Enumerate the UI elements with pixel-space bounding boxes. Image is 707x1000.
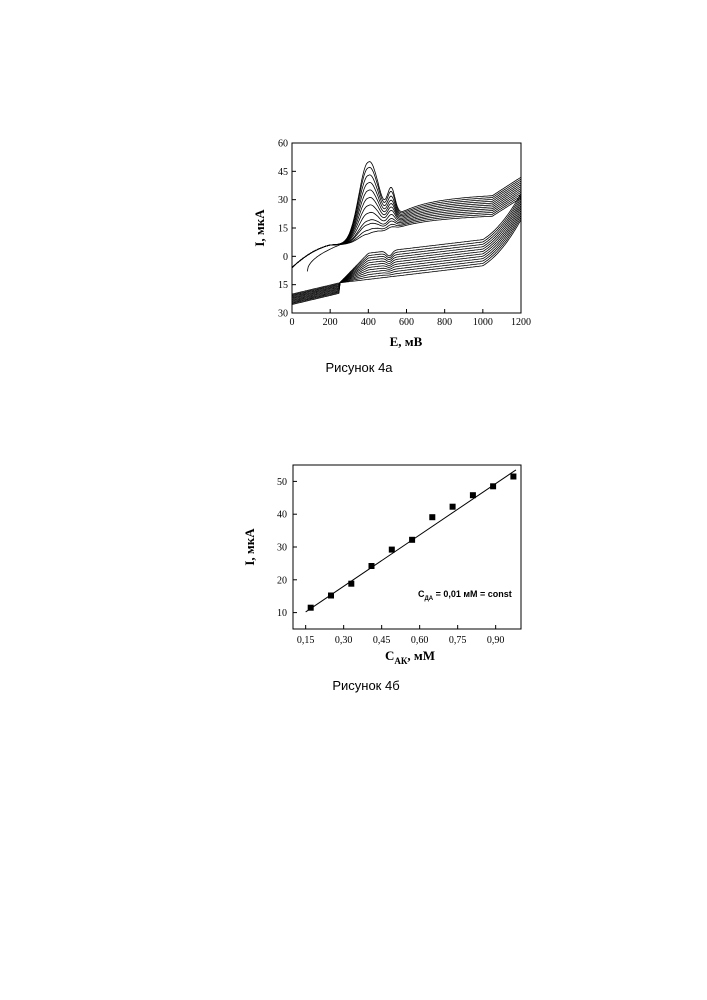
- data-point: [470, 492, 476, 498]
- chart-a-xlabel: E, мВ: [390, 334, 423, 349]
- chart-a-ticks: 0 200 400 600 800 1000 1200 60 45 30 15 0 15 30: [278, 139, 531, 329]
- chart-a-caption: Рисунок 4а: [325, 360, 393, 375]
- data-point: [308, 605, 314, 611]
- chart-b-ticks: 0,15 0,30 0,45 0,60 0,75 0,90 10 20 30 40 50: [277, 477, 504, 646]
- chart-a-ylabel: I, мкА: [252, 209, 267, 247]
- chart-a-xtick-label: 800: [437, 317, 452, 328]
- xlabel-sub: АК: [394, 656, 407, 666]
- chart-a-xtick-label: 200: [323, 317, 338, 328]
- chart-b-xtick-label: 0,60: [411, 635, 429, 646]
- chart-a-xtick-label: 1200: [511, 317, 531, 328]
- data-point: [490, 483, 496, 489]
- chart-a-ytick-label: 15: [278, 280, 288, 291]
- cv-curve: [292, 185, 521, 301]
- chart-b-xlabel: CАК, мМ: [385, 648, 435, 666]
- chart-b-xtick-label: 0,90: [487, 635, 505, 646]
- data-point: [450, 504, 456, 510]
- chart-b-ylabel: I, мкА: [242, 528, 257, 566]
- chart-b-xtick-label: 0,75: [449, 635, 467, 646]
- chart-b-xtick-label: 0,15: [297, 635, 315, 646]
- chart-b-ytick-label: 30: [277, 543, 287, 554]
- cv-curve: [292, 167, 521, 303]
- xlabel-suffix: , мМ: [407, 648, 435, 663]
- data-point: [510, 474, 516, 480]
- data-point: [348, 581, 354, 587]
- data-point: [328, 593, 334, 599]
- data-point: [369, 563, 375, 569]
- chart-b-ytick-label: 20: [277, 575, 287, 586]
- annotation-suffix: = 0,01 мМ = const: [433, 589, 512, 599]
- cv-curves: [292, 162, 521, 305]
- chart-b: 0,15 0,30 0,45 0,60 0,75 0,90 10 20 30 40 50 CДА =…: [242, 465, 521, 693]
- chart-b-xtick-label: 0,30: [335, 635, 353, 646]
- chart-a-ytick-label: 0: [283, 252, 288, 263]
- chart-a-ytick-label: 30: [278, 195, 288, 206]
- chart-a-xtick-label: 400: [361, 317, 376, 328]
- chart-a-xtick-label: 600: [399, 317, 414, 328]
- chart-b-annotation: CДА = 0,01 мМ = const: [418, 589, 512, 602]
- chart-a-ytick-label: 30: [278, 309, 288, 320]
- chart-b-ytick-label: 10: [277, 608, 287, 619]
- data-point: [389, 547, 395, 553]
- chart-a-ytick-label: 60: [278, 139, 288, 150]
- chart-a-ytick-label: 45: [278, 167, 288, 178]
- data-point: [429, 514, 435, 520]
- xlabel-main: C: [385, 648, 394, 663]
- chart-b-xtick-label: 0,45: [373, 635, 391, 646]
- chart-a-xtick-label: 1000: [473, 317, 493, 328]
- cv-curve: [292, 162, 521, 305]
- cv-curve: [292, 175, 521, 303]
- chart-b-ytick-label: 40: [277, 510, 287, 521]
- data-point: [409, 537, 415, 543]
- chart-b-caption: Рисунок 4б: [332, 678, 399, 693]
- chart-a: 0 200 400 600 800 1000 1200 60 45 30 15 0 15 30 I, мк…: [252, 139, 531, 376]
- chart-b-ytick-label: 50: [277, 477, 287, 488]
- chart-a-ytick-label: 15: [278, 224, 288, 235]
- chart-a-xtick-label: 0: [290, 317, 295, 328]
